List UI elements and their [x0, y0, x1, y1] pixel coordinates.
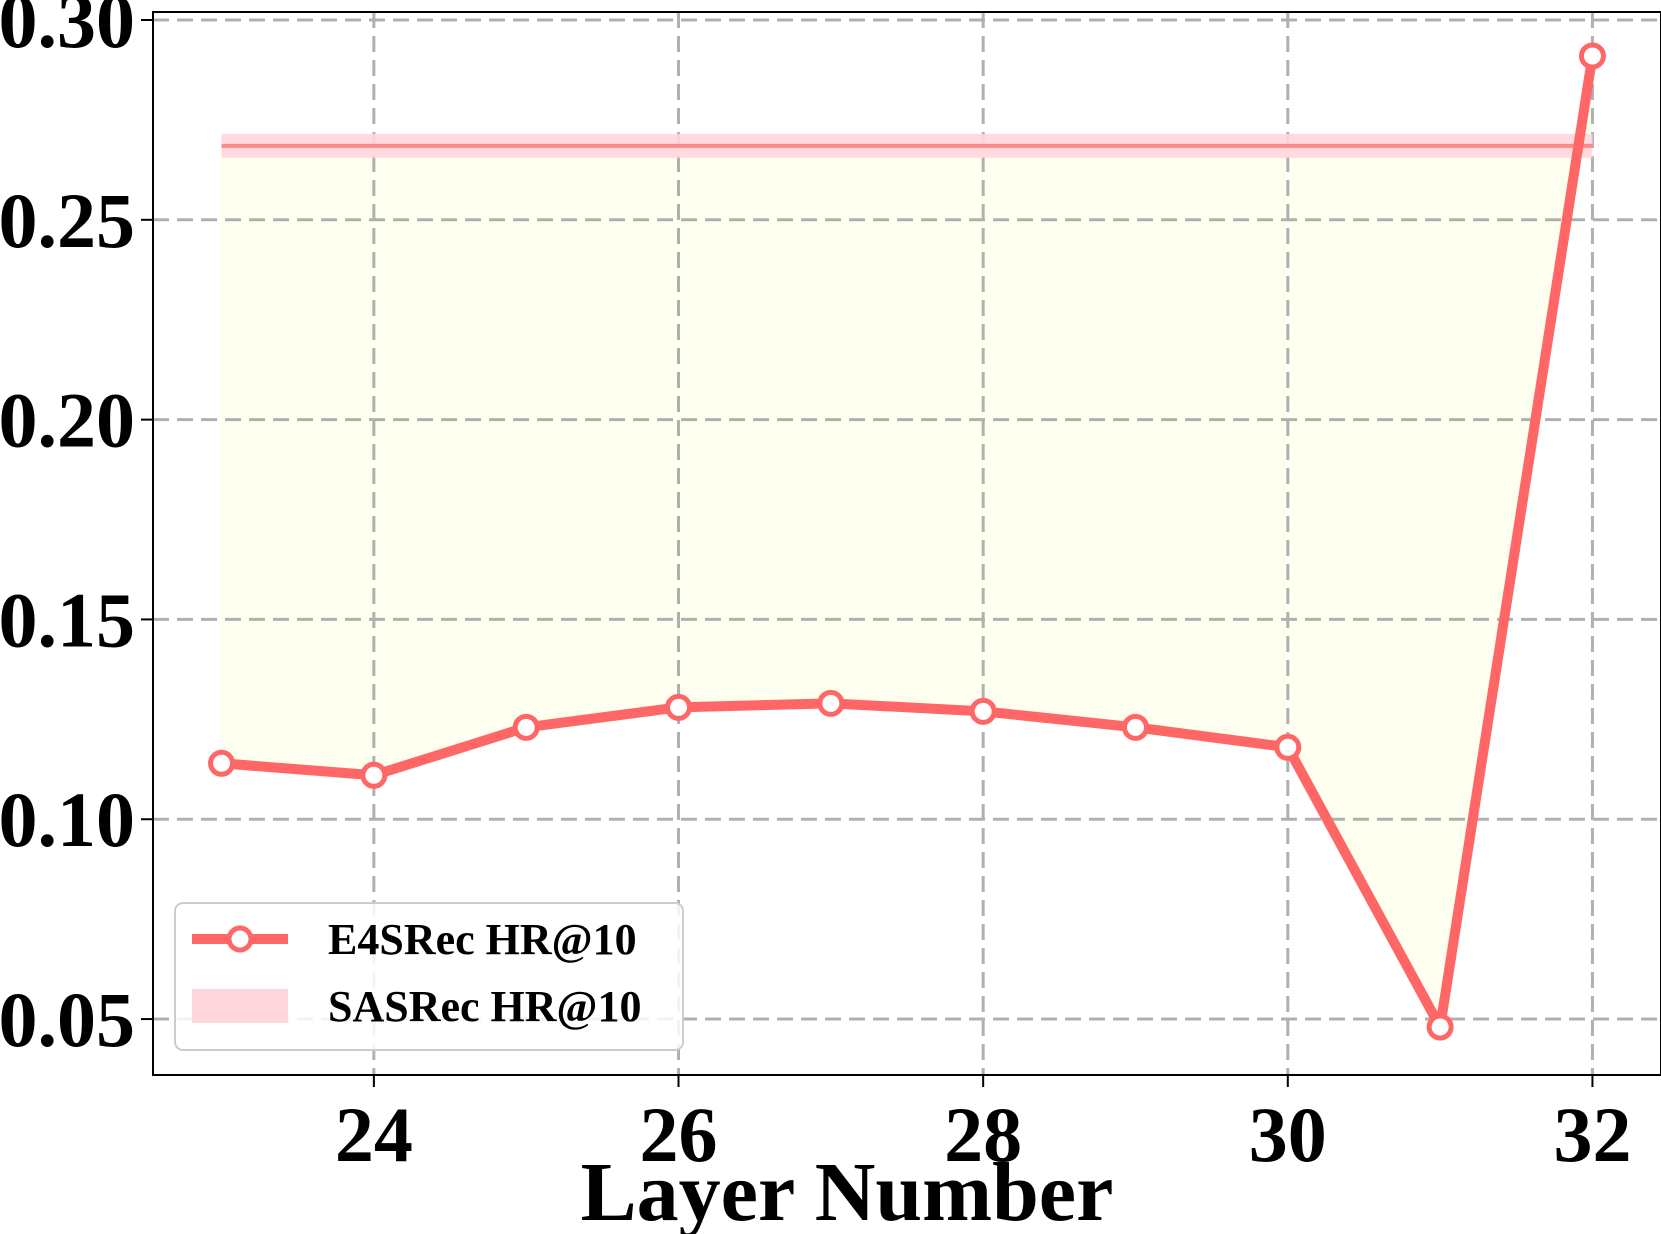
data-point — [1578, 42, 1606, 70]
x-tick-label: 28 — [944, 1091, 1022, 1178]
data-point — [817, 689, 845, 717]
grid — [153, 12, 1661, 1075]
legend-swatch-band — [192, 989, 288, 1023]
x-tick-label: 24 — [335, 1091, 413, 1178]
y-tick-label: 0.20 — [0, 377, 135, 464]
legend-label-sasrec: SASRec HR@10 — [328, 982, 641, 1031]
x-axis-title: Layer Number — [581, 1146, 1114, 1234]
fill-area — [221, 55, 1593, 1028]
legend-label-e4srec: E4SRec HR@10 — [328, 915, 637, 964]
data-point — [665, 693, 693, 721]
x-tick-label: 32 — [1553, 1091, 1631, 1178]
data-point — [208, 749, 236, 777]
legend-box — [174, 902, 684, 1051]
plot-frame — [152, 11, 1661, 1076]
y-tick-label: 0.05 — [0, 976, 135, 1063]
series-markers — [208, 42, 1606, 1041]
y-tick-label: 0.10 — [0, 776, 135, 863]
data-point — [1426, 1013, 1454, 1041]
y-tick-label: 0.25 — [0, 177, 135, 264]
baseline-band — [221, 133, 1593, 158]
data-point — [969, 697, 997, 725]
e4srec-line — [221, 55, 1598, 1033]
data-point — [1121, 713, 1149, 741]
data-point — [1274, 733, 1302, 761]
y-axis: 0.05 0.10 0.15 0.20 0.25 0.30 — [0, 0, 153, 1063]
legend-swatch-marker — [226, 925, 254, 953]
x-tick-label: 26 — [640, 1091, 718, 1178]
x-tick-label: 30 — [1249, 1091, 1327, 1178]
data-point — [512, 713, 540, 741]
series-line — [221, 55, 1598, 1033]
legend: E4SRec HR@10 SASRec HR@10 — [174, 902, 684, 1051]
y-tick-label: 0.30 — [0, 0, 135, 64]
fill-between-area — [221, 55, 1593, 1028]
x-axis: 24 26 28 30 32 — [335, 1075, 1631, 1178]
y-tick-label: 0.15 — [0, 576, 135, 663]
data-point — [360, 761, 388, 789]
